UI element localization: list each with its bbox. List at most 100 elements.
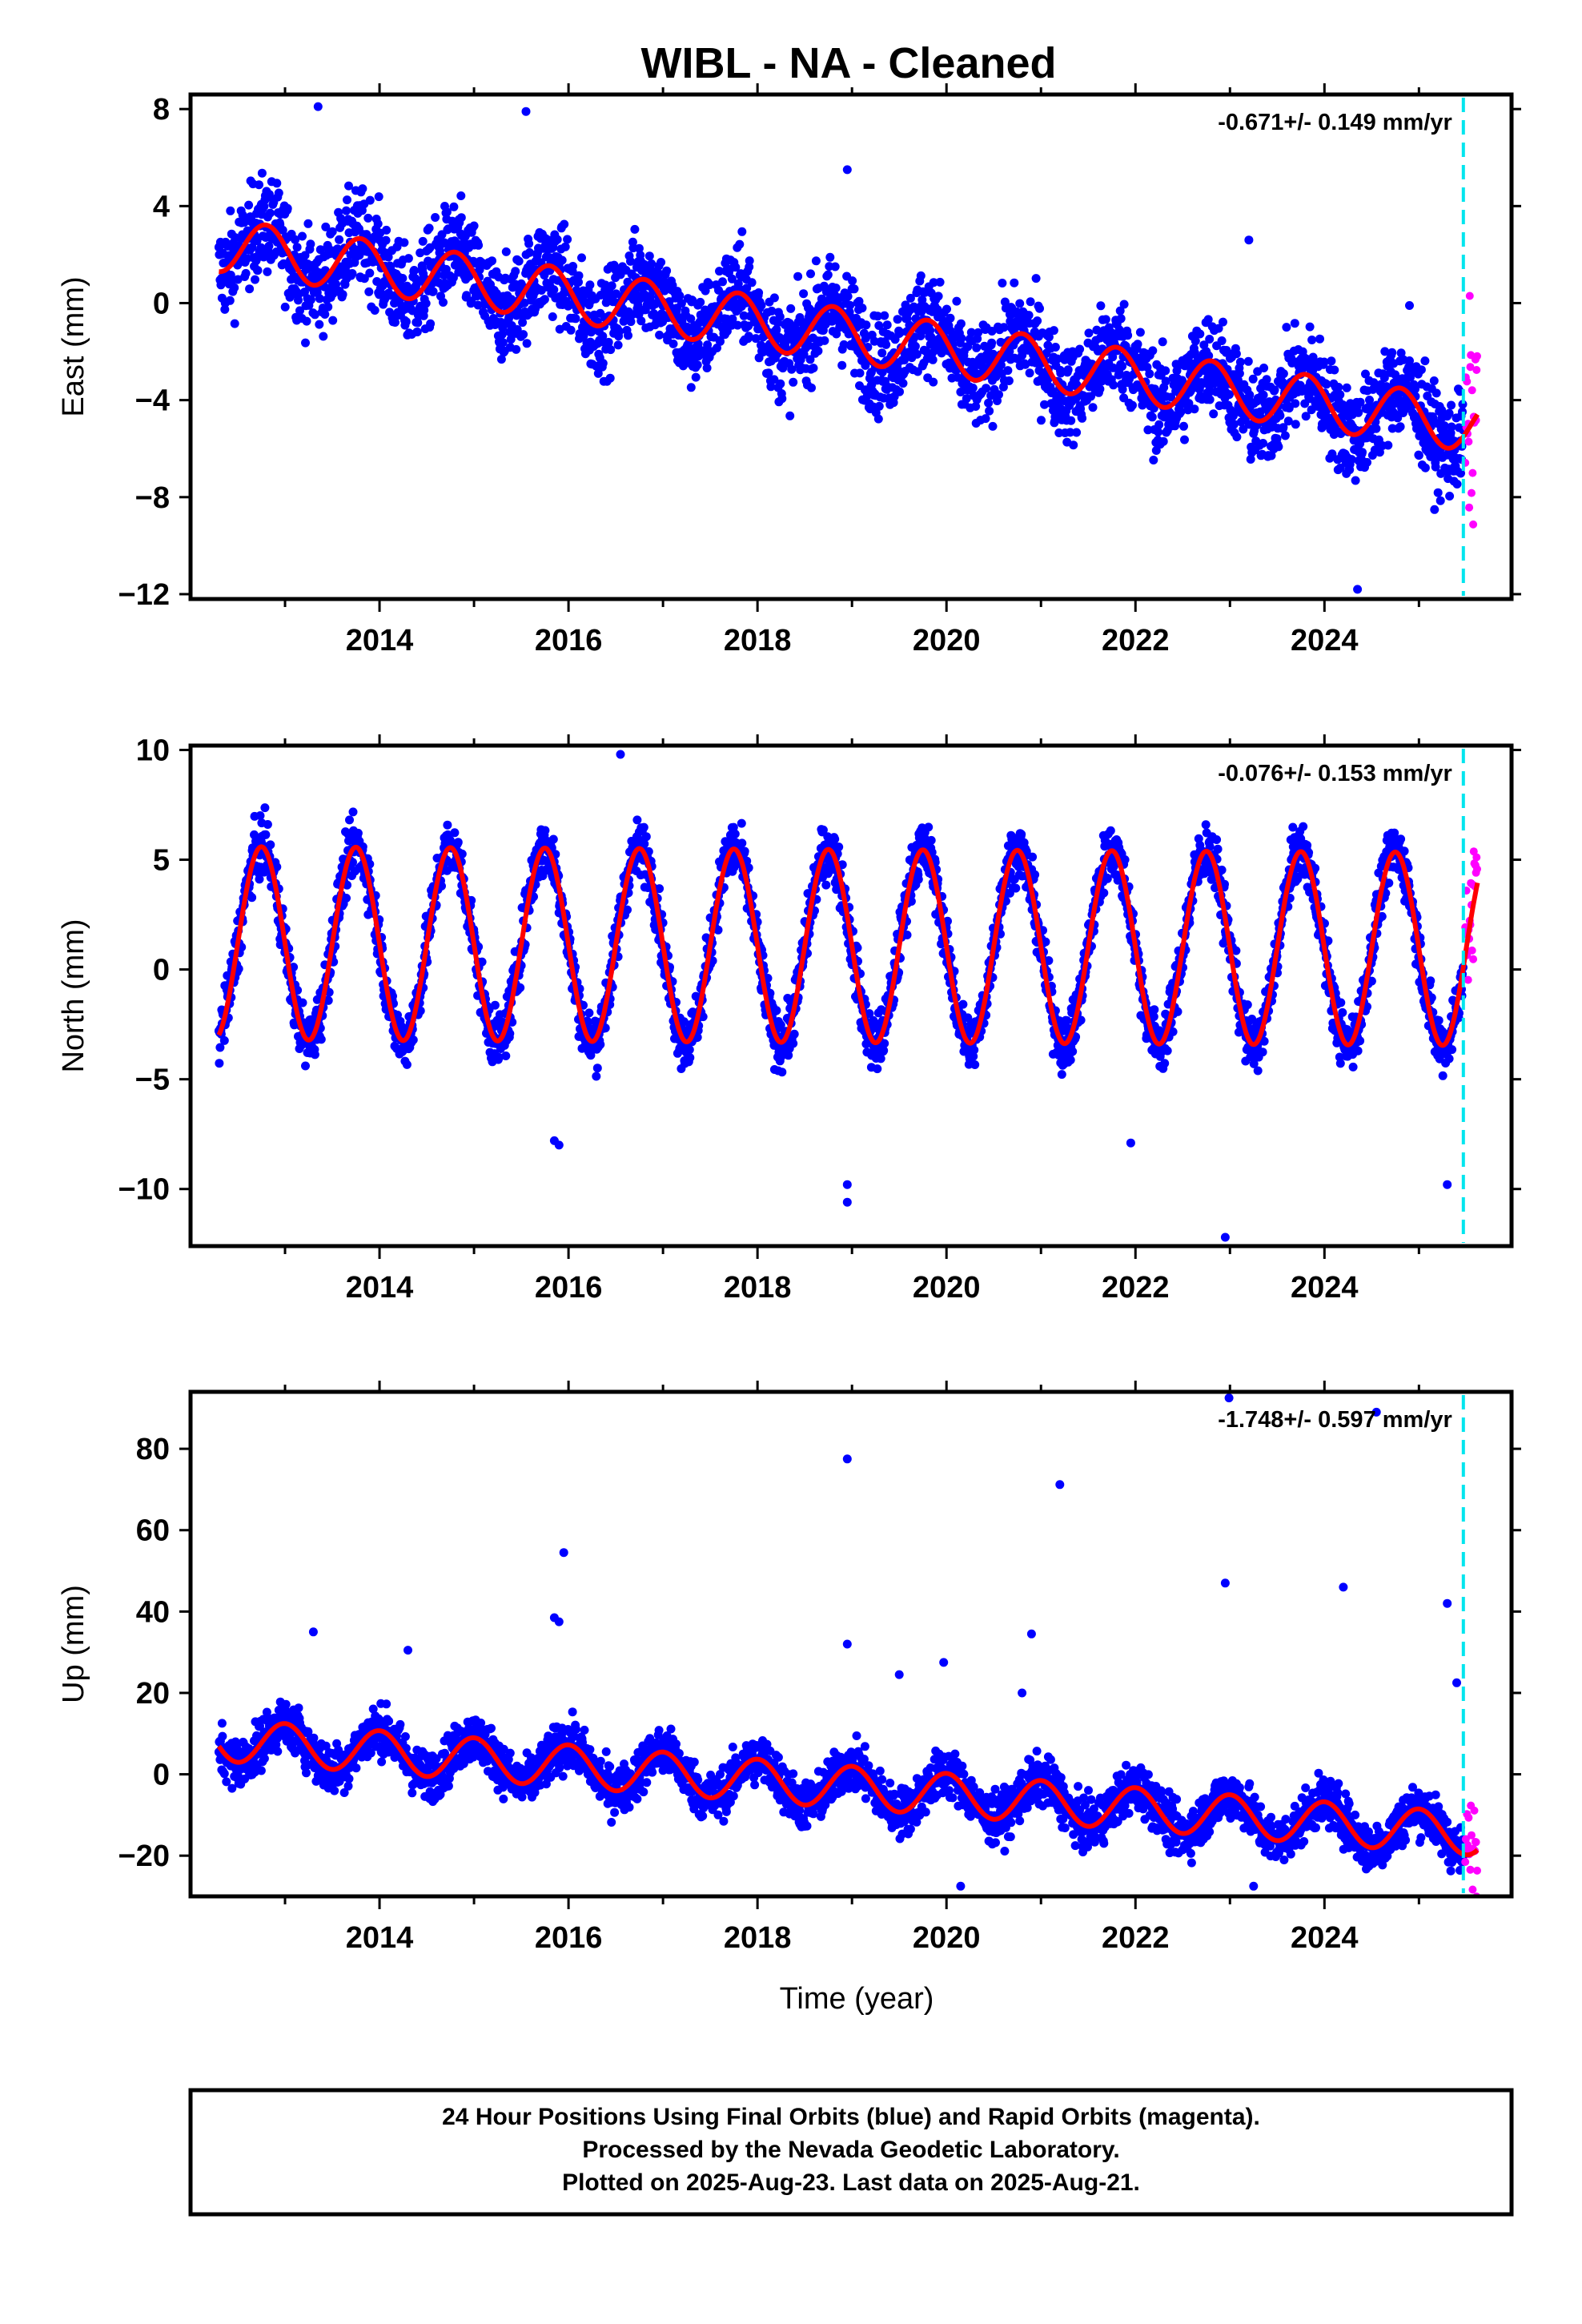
east-point <box>1305 322 1315 332</box>
chart-title: WIBL - NA - Cleaned <box>640 39 1056 87</box>
east-point <box>1387 348 1397 357</box>
east-point <box>848 276 857 286</box>
east-point <box>1097 376 1106 386</box>
east-point <box>813 346 823 356</box>
east-point <box>1084 328 1094 338</box>
east-point <box>934 292 943 301</box>
east-point <box>1205 335 1215 344</box>
north-data <box>214 750 1481 1242</box>
east-point <box>321 222 331 231</box>
east-point <box>912 349 921 359</box>
north-point <box>639 822 648 832</box>
north-point <box>255 811 265 820</box>
east-point <box>615 327 624 336</box>
east-point <box>398 274 408 283</box>
east-x-tick-label: 2014 <box>346 624 414 657</box>
north-point <box>450 828 460 838</box>
east-point <box>1358 448 1367 457</box>
east-point <box>1118 361 1127 371</box>
east-point <box>524 239 534 248</box>
east-outlier <box>313 102 323 111</box>
east-point <box>1078 413 1087 423</box>
east-point <box>767 306 777 316</box>
east-point <box>598 359 608 368</box>
east-point <box>1232 432 1242 442</box>
east-point <box>873 414 883 424</box>
east-point <box>881 340 891 349</box>
east-point <box>974 328 983 337</box>
east-point <box>1307 336 1317 344</box>
east-point <box>1040 400 1049 409</box>
north-point <box>641 832 651 842</box>
north-point <box>263 820 272 829</box>
east-point <box>825 252 835 262</box>
east-point <box>718 277 727 287</box>
east-point <box>1365 396 1374 404</box>
north-point <box>789 1029 799 1039</box>
east-point <box>1395 422 1405 432</box>
east-point <box>1420 463 1430 472</box>
east-point <box>624 331 632 340</box>
east-rapid-point <box>1468 489 1476 497</box>
north-point <box>685 1045 694 1055</box>
east-point <box>525 247 534 257</box>
east-point <box>668 280 677 290</box>
east-point <box>1262 375 1271 384</box>
north-point <box>316 1035 326 1044</box>
east-point <box>845 300 855 310</box>
east-point <box>1231 349 1241 359</box>
east-point <box>793 271 803 281</box>
east-point <box>929 278 938 287</box>
east-point <box>1335 390 1345 400</box>
east-point <box>854 296 864 306</box>
north-point <box>215 1043 225 1052</box>
east-point <box>1382 382 1391 392</box>
north-point <box>353 828 363 838</box>
east-point <box>1456 468 1465 478</box>
east-point <box>1012 307 1022 316</box>
east-point <box>1259 390 1268 400</box>
east-point <box>630 224 640 234</box>
east-point <box>265 208 275 218</box>
east-point <box>988 421 998 431</box>
east-rapid-point <box>1466 363 1475 372</box>
east-point <box>431 213 440 222</box>
east-data <box>214 102 1481 594</box>
east-point <box>514 256 524 266</box>
east-point <box>310 310 319 320</box>
north-point <box>789 1039 798 1048</box>
east-point <box>560 219 569 229</box>
east-point <box>869 336 879 346</box>
east-point <box>857 304 867 313</box>
north-point <box>266 840 275 850</box>
east-point <box>574 277 583 287</box>
north-point <box>402 1059 412 1069</box>
east-point <box>1015 299 1025 308</box>
east-point <box>244 200 254 210</box>
east-point <box>571 314 580 324</box>
east-point <box>744 332 753 341</box>
east-point <box>607 281 616 291</box>
east-point <box>785 411 795 420</box>
north-point <box>219 1035 229 1045</box>
east-point <box>300 251 310 260</box>
north-point <box>737 818 746 828</box>
east-point <box>705 280 715 289</box>
east-point <box>1133 340 1142 349</box>
east-point <box>233 275 243 284</box>
east-point <box>585 280 595 290</box>
east-point <box>735 239 745 249</box>
east-point <box>968 384 978 392</box>
east-point <box>820 336 829 345</box>
north-point <box>902 931 912 939</box>
east-point <box>702 364 712 372</box>
east-point <box>942 304 951 314</box>
east-point <box>506 335 516 344</box>
east-point <box>263 267 272 276</box>
east-point <box>985 406 994 416</box>
east-point <box>540 295 549 304</box>
east-point <box>278 225 287 235</box>
east-point <box>634 243 644 253</box>
east-point <box>404 254 413 263</box>
east-point <box>837 360 847 370</box>
